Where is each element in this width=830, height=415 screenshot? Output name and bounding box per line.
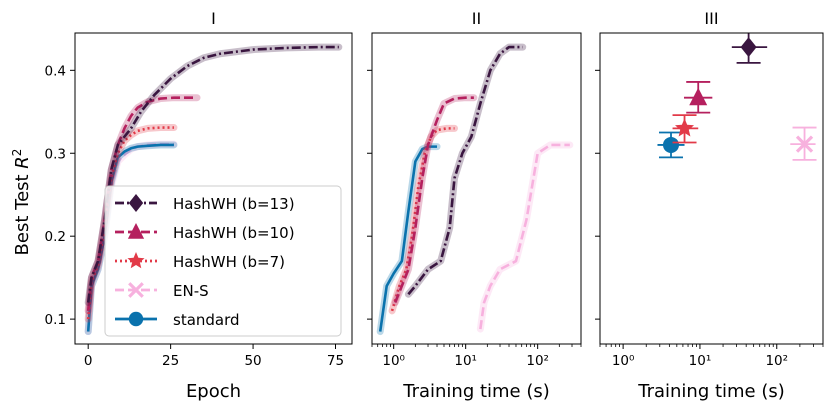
x-tick-label: 10⁰ — [612, 353, 635, 369]
y-axis-label: Best Test R2 — [10, 149, 33, 256]
y-axis-label-base: Best Test — [12, 169, 33, 256]
legend-label: HashWH (b=7) — [173, 253, 285, 271]
point-ens — [795, 135, 814, 153]
point-hash7 — [675, 118, 695, 137]
band-hash7 — [388, 124, 459, 315]
panel-title: I — [211, 9, 216, 28]
line-hash10 — [86, 96, 198, 311]
x-tick-label: 75 — [327, 353, 344, 369]
legend-label: HashWH (b=10) — [173, 224, 295, 242]
legend-label: standard — [173, 311, 240, 329]
line-standard — [86, 143, 174, 332]
y-tick-label: 0.2 — [45, 229, 66, 245]
point-hash13 — [740, 37, 757, 58]
x-axis-label: Training time (s) — [637, 381, 785, 402]
series-group — [376, 43, 574, 336]
legend-label: HashWH (b=13) — [173, 195, 295, 213]
line-hash10 — [393, 96, 474, 304]
line-hash13 — [407, 45, 523, 296]
x-axis-label: Epoch — [186, 381, 241, 402]
line-ens — [479, 143, 570, 330]
point-standard — [662, 136, 679, 153]
x-tick-label: 10¹ — [454, 353, 477, 369]
legend-marker-hash10 — [127, 223, 145, 239]
panel-3: III 10⁰ 10¹ 10² Training time (s) — [595, 9, 824, 402]
y-axis-label-italic: R — [12, 156, 33, 169]
legend-marker-standard — [128, 311, 144, 327]
panel-1: I 0.1 0.2 0.3 0.4 0 25 50 75 Epoch — [45, 9, 353, 402]
legend-box — [104, 185, 342, 337]
x-tick-label: 10¹ — [689, 353, 712, 369]
line-standard — [378, 145, 438, 332]
y-tick-label: 0.4 — [45, 63, 66, 79]
x-tick-label: 50 — [244, 353, 261, 369]
line-hash7 — [86, 126, 174, 320]
line-hash13 — [86, 45, 339, 303]
panel-2: II 10⁰ 10¹ 10² Training time (s) — [367, 9, 582, 402]
panel-title: II — [472, 9, 481, 28]
x-tick-label: 10² — [765, 353, 788, 369]
x-axis-label: Training time (s) — [402, 381, 550, 402]
x-tick-label: 10² — [526, 353, 549, 369]
panel-title: III — [704, 9, 718, 28]
legend-marker-hash7 — [127, 252, 145, 269]
y-tick-label: 0.3 — [45, 146, 66, 162]
legend: HashWH (b=13) HashWH (b=10) HashWH (b=7) EN… — [104, 185, 342, 337]
series-group — [657, 33, 817, 161]
x-tick-label: 25 — [162, 353, 179, 369]
point-hash10 — [689, 87, 708, 106]
band-ens — [476, 141, 574, 333]
y-tick-label: 0.1 — [45, 312, 66, 328]
x-tick-label: 10⁰ — [382, 353, 405, 369]
legend-label: EN-S — [173, 282, 209, 300]
legend-marker-ens — [128, 282, 144, 298]
legend-marker-hash13 — [128, 194, 144, 212]
series-group — [84, 43, 343, 336]
axes-frame — [371, 32, 582, 345]
y-axis-label-sup: 2 — [10, 149, 24, 157]
axes-frame — [74, 32, 353, 345]
x-tick-label: 0 — [84, 353, 93, 369]
axes-frame — [599, 32, 824, 345]
panels: I 0.1 0.2 0.3 0.4 0 25 50 75 Epoch II 10⁰ 10¹ 10² Trai… — [45, 9, 824, 402]
